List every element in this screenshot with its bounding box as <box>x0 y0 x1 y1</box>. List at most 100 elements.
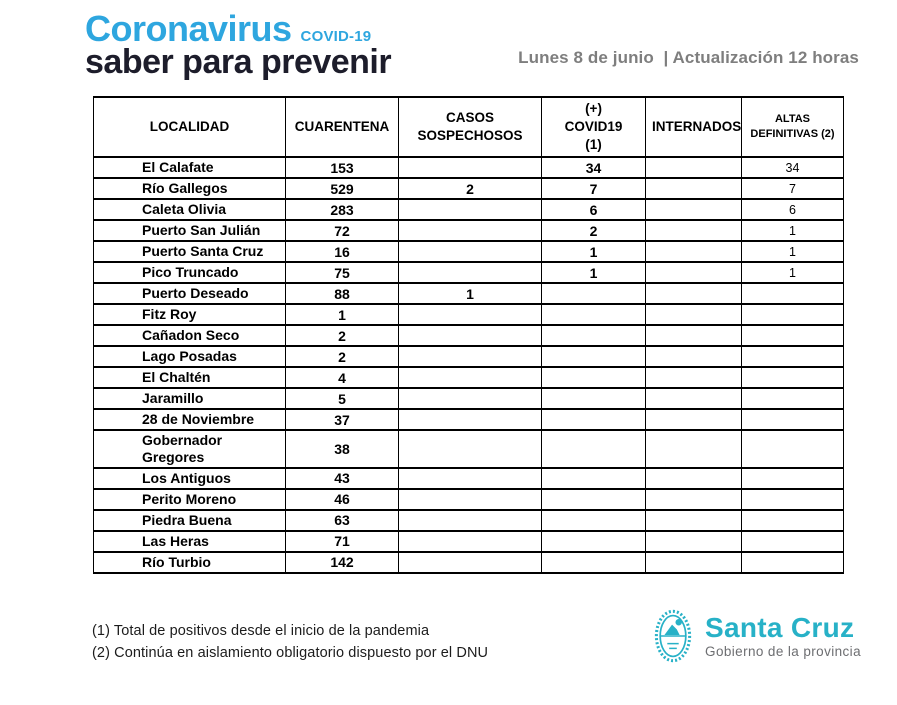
table-row: Piedra Buena 63 <box>93 508 844 532</box>
cell-value: 88 <box>285 282 399 305</box>
cell-value: 142 <box>285 550 399 574</box>
column-header: CASOS SOSPECHOSOS <box>398 96 542 158</box>
logo-name: Santa Cruz <box>705 611 855 643</box>
cell-value: 1 <box>741 261 844 284</box>
cell-value: 2 <box>541 219 646 242</box>
cell-value: 1 <box>398 282 542 305</box>
cell-value: 5 <box>285 387 399 410</box>
cell-value <box>645 261 742 284</box>
cell-value <box>645 466 742 490</box>
cell-value <box>741 282 844 305</box>
cell-value: 283 <box>285 198 399 221</box>
cell-value <box>645 282 742 305</box>
cell-value: 63 <box>285 508 399 532</box>
cell-value <box>398 303 542 326</box>
cell-value <box>645 508 742 532</box>
column-header: LOCALIDAD <box>93 96 286 158</box>
update-info: Lunes 8 de junio | Actualización 12 hora… <box>518 48 859 67</box>
footnotes: (1) Total de positivos desde el inicio d… <box>92 621 488 665</box>
cell-value <box>645 366 742 389</box>
cell-value <box>741 508 844 532</box>
table-row: Puerto San Julián 72 2 1 <box>93 219 844 242</box>
santa-cruz-logo: Santa Cruz Gobierno de la provincia <box>654 608 861 664</box>
cell-value <box>645 408 742 431</box>
cell-value <box>741 550 844 574</box>
cell-localidad: Cañadon Seco <box>93 324 286 347</box>
cell-localidad: 28 de Noviembre <box>93 408 286 431</box>
cell-value: 1 <box>541 240 646 263</box>
cell-value: 72 <box>285 219 399 242</box>
cell-value <box>398 345 542 368</box>
cell-value: 75 <box>285 261 399 284</box>
table-row: Las Heras 71 <box>93 529 844 553</box>
cell-value <box>541 282 646 305</box>
cell-value <box>541 303 646 326</box>
brand: Coronavirus COVID-19 saber para prevenir <box>85 8 392 82</box>
cell-value <box>645 345 742 368</box>
table-row: Río Turbio 142 <box>93 550 844 574</box>
cell-localidad: Pico Truncado <box>93 261 286 284</box>
cell-value <box>398 219 542 242</box>
cell-value <box>645 219 742 242</box>
cell-value: 153 <box>285 156 399 179</box>
table-row: Pico Truncado 75 1 1 <box>93 261 844 284</box>
table-row: Los Antiguos 43 <box>93 466 844 490</box>
cell-value: 2 <box>285 324 399 347</box>
cell-value <box>645 198 742 221</box>
cell-value: 7 <box>541 177 646 200</box>
cell-localidad: Puerto San Julián <box>93 219 286 242</box>
cell-value: 1 <box>285 303 399 326</box>
cell-localidad: El Calafate <box>93 156 286 179</box>
cell-value <box>398 429 542 469</box>
table-header: LOCALIDAD CUARENTENA CASOS SOSPECHOSOS (+) … <box>93 96 844 158</box>
provincial-crest-icon <box>654 609 692 663</box>
cell-value <box>398 387 542 410</box>
cell-value <box>645 240 742 263</box>
cell-value <box>741 366 844 389</box>
table-row: Puerto Santa Cruz 16 1 1 <box>93 240 844 263</box>
cell-value <box>398 529 542 553</box>
cell-value <box>645 303 742 326</box>
cell-value <box>741 324 844 347</box>
cell-localidad: Caleta Olivia <box>93 198 286 221</box>
cell-value: 1 <box>741 240 844 263</box>
cell-localidad: Las Heras <box>93 529 286 553</box>
cell-value <box>541 508 646 532</box>
cell-localidad: Río Gallegos <box>93 177 286 200</box>
cell-value: 38 <box>285 429 399 469</box>
cell-value: 529 <box>285 177 399 200</box>
cell-value: 37 <box>285 408 399 431</box>
cell-value <box>645 156 742 179</box>
cell-localidad: Piedra Buena <box>93 508 286 532</box>
cell-localidad: Perito Moreno <box>93 487 286 511</box>
brand-covid-label: COVID-19 <box>300 28 372 45</box>
cell-value <box>645 387 742 410</box>
cell-value <box>398 261 542 284</box>
cell-value <box>645 177 742 200</box>
cell-value <box>541 408 646 431</box>
brand-title: Coronavirus <box>85 8 292 49</box>
cell-value <box>398 156 542 179</box>
cell-localidad: Puerto Santa Cruz <box>93 240 286 263</box>
cell-value <box>541 487 646 511</box>
cell-value: 43 <box>285 466 399 490</box>
cell-value <box>541 387 646 410</box>
table-row: Puerto Deseado 88 1 <box>93 282 844 305</box>
cell-value: 6 <box>541 198 646 221</box>
logo-text: Santa Cruz Gobierno de la provincia <box>705 611 861 659</box>
cell-value <box>741 345 844 368</box>
cell-value <box>645 550 742 574</box>
cell-value <box>541 429 646 469</box>
cell-value <box>645 487 742 511</box>
cell-value <box>541 345 646 368</box>
column-header: (+) COVID19 (1) <box>541 96 646 158</box>
cell-value: 16 <box>285 240 399 263</box>
cell-value <box>645 324 742 347</box>
cell-value: 34 <box>741 156 844 179</box>
cell-value <box>398 324 542 347</box>
cell-localidad: Lago Posadas <box>93 345 286 368</box>
cell-value <box>741 408 844 431</box>
table-row: El Calafate 153 34 34 <box>93 156 844 179</box>
footnote-2: (2) Continúa en aislamiento obligatorio … <box>92 644 489 661</box>
cell-value <box>541 324 646 347</box>
